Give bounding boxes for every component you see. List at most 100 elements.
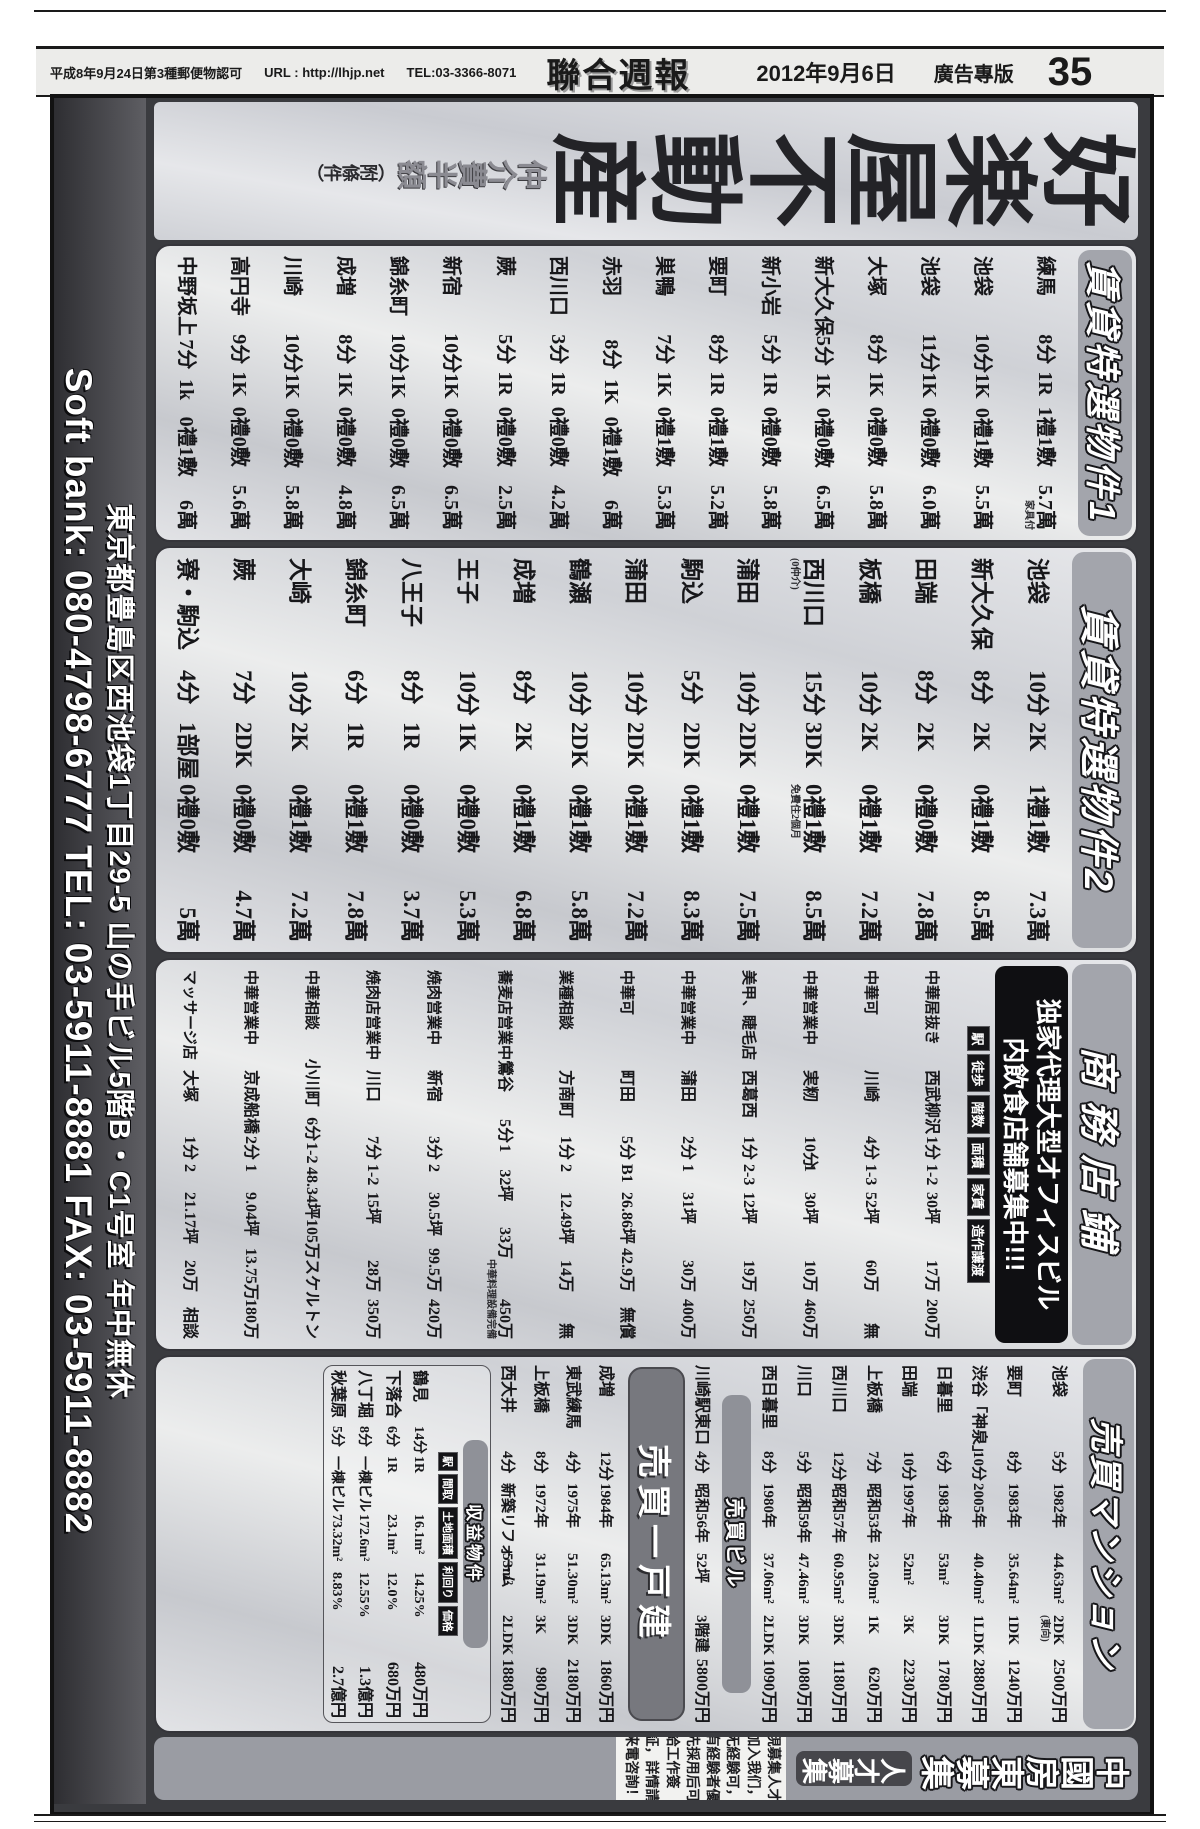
walk-time: 6分 (935, 1451, 952, 1474)
station: 秋葉原 (328, 1370, 346, 1419)
fees: 0禮0敷 (917, 407, 940, 468)
agency-address: 東京都豊島区西池袋1丁目29-5 山の手ビル5階B・C1号室 年中無休 (103, 503, 135, 1399)
fees: 0禮1敷 (970, 407, 993, 468)
rent: 7.5萬 (735, 890, 760, 942)
layout: 3DK (830, 1615, 847, 1645)
layout: 1K (455, 722, 480, 752)
area: 12坪 (740, 1192, 758, 1225)
built-year: 昭和57年 (830, 1483, 847, 1544)
business-type: 業種相談 (557, 970, 574, 1031)
layout: 3K (900, 1615, 917, 1635)
section-rental-2: 賃貸特選物件2 池袋 10分 2K 1禮1敷 7.3萬 新大久保 (154, 546, 1138, 954)
agency-name: 好楽屋不動産 (550, 117, 1138, 225)
land-area: 23.1m² (383, 1514, 399, 1555)
property-type: 一棟ビル (328, 1456, 344, 1512)
rent: 7.8萬 (913, 890, 938, 942)
agency-phones: Soft bank: 080-4798-6777 TEL: 03-5911-88… (58, 367, 99, 1535)
walk-time: 7分 (364, 1136, 382, 1161)
page-top-rule (34, 10, 1166, 12)
rent: 5.8萬 (864, 484, 887, 530)
monthly-rent: 99.5万 (425, 1248, 443, 1293)
ad-frame: 好楽屋不動産 仲介費半額 （附條件） 賃貸特選物件1 練馬 8分 1R 1禮1敷… (50, 94, 1154, 1816)
price: 1880万円 (499, 1658, 517, 1723)
rental-1-rows: 練馬 8分 1R 1禮1敷 5.7萬 家具付 池袋 10分 1K 0禮1敷 (162, 256, 1074, 530)
paper-tel: TEL:03-3366-8071 (406, 64, 517, 80)
walk-time: 7分 (231, 670, 256, 705)
page-bottom-rule-1 (34, 1814, 1166, 1816)
transfer-price: 無 (862, 1322, 880, 1339)
layout: 3K (531, 1615, 548, 1635)
land-area: 172.6m² (356, 1514, 372, 1562)
table-row: 新大久保 5分 1K 0禮0敷 6.5萬 (811, 256, 840, 530)
price: 1860万円 (596, 1658, 614, 1723)
rent: 6.5萬 (811, 485, 834, 531)
fees: 0禮0敷 (387, 407, 410, 468)
table-row: 中華可 町田 5分 B1 26.86坪 42.9万 無償 (618, 970, 642, 1339)
layout: 1K (387, 373, 410, 399)
fees: 0禮1敷 (511, 784, 536, 853)
walk-time: 5分 (493, 334, 516, 365)
table-row: 要町 8分 1983年 35.64m² 1DK 1240万円 (1005, 1365, 1029, 1723)
column-label: 土地面積 (438, 1507, 458, 1559)
table-row: 西日暮里 8分 1980年 37.06m² 2LDK 1090万円 (760, 1365, 784, 1723)
walk-time: 7分 (175, 339, 198, 370)
station: 田端 (900, 1365, 918, 1398)
section-rental-1: 賃貸特選物件1 練馬 8分 1R 1禮1敷 5.7萬 家具付 池袋 (154, 244, 1138, 542)
paper-url: URL : http://lhjp.net (264, 64, 385, 80)
rent: 4.2萬 (546, 484, 569, 530)
structure: 3階建 (693, 1615, 709, 1653)
station: 新大久保 (969, 558, 994, 650)
monthly-rent: 60万 (862, 1259, 880, 1292)
table-row: 鶴瀬 10分 2DK 0禮1敷 5.8萬 (565, 558, 599, 942)
table-row: 蕨 7分 2DK 0禮0敷 4.7萬 (229, 558, 263, 942)
fees: 0禮1敷 (652, 406, 675, 467)
built-year: 昭和56年 (693, 1483, 709, 1544)
table-row: 下落合 6分 1R 23.1m² 12.0% 680万円 (383, 1370, 407, 1718)
office-building-banner: 独家代理大型オフィスビル 内飲食店舗募集中!!! (995, 966, 1068, 1343)
station: 中野坂上 (175, 256, 198, 336)
table-row: 蕎麦店営業中 鶯谷 5分 1 32坪 33万 450万 中華料理設備完備 (486, 970, 520, 1339)
area: 53m² (935, 1553, 952, 1585)
ad-main-area: 好楽屋不動産 仲介費半額 （附條件） 賃貸特選物件1 練馬 8分 1R 1禮1敷… (150, 98, 1142, 1804)
station: 池袋 (970, 256, 993, 296)
fees: 0禮0敷 (913, 784, 938, 853)
walk-time: 6分 (343, 670, 368, 705)
transfer-price: 200万 (923, 1298, 941, 1339)
yield: 14.25% (411, 1572, 427, 1618)
column-label: 価格 (438, 1606, 458, 1636)
table-row: 練馬 8分 1R 1禮1敷 5.7萬 家具付 (1023, 256, 1062, 530)
fees: 0禮0敷 (811, 407, 834, 468)
fee-half-label: 仲介費半額 (398, 154, 548, 188)
walk-time: 5分 (758, 334, 781, 365)
table-row: 中華居抜き 西武柳沢 1分 1-2 30坪 17万 200万 (923, 970, 947, 1339)
rent: 6.5萬 (387, 484, 410, 530)
price: 2180万円 (564, 1658, 582, 1723)
price: 1080万円 (795, 1658, 813, 1723)
table-row: 王子 10分 1K 0禮0敷 5.3萬 (453, 558, 487, 942)
fees: 0禮1敷 (599, 416, 622, 477)
walk-time: 6分 (303, 1117, 321, 1142)
table-row: 錦糸町 10分 1K 0禮0敷 6.5萬 (386, 256, 415, 530)
station: 方南町 (557, 1070, 575, 1119)
station: 西川口 (0仲介) (789, 558, 826, 627)
station: 要町 (705, 256, 728, 296)
business-type: 蕎麦店営業中 (496, 970, 513, 1061)
table-row: 蕨 5分 1R 0禮0敷 2.5萬 (493, 256, 522, 530)
rent: 8.3萬 (679, 890, 704, 942)
station: 新宿 (440, 256, 463, 296)
table-row: 池袋 10分 2K 1禮1敷 7.3萬 (1023, 558, 1057, 942)
fees: 0禮1敷 (969, 784, 994, 853)
walk-time: 7分 (652, 334, 675, 365)
house-rows: 成増 12分 1984年 65.13m² 3DK 1860万円 東武練馬 4分 … (494, 1365, 624, 1723)
walk-time: 8分 (1005, 1451, 1022, 1474)
walk-time: 8分 (969, 670, 994, 705)
walk-time: 8分 (399, 670, 424, 705)
yield: 8.83% (328, 1572, 344, 1611)
walk-time: 8分 (356, 1426, 372, 1447)
walk-time: 10分 (455, 670, 480, 716)
station: 高円寺 (228, 256, 251, 316)
monthly-rent: 20万 (181, 1259, 199, 1292)
contact-strip: 東京都豊島区西池袋1丁目29-5 山の手ビル5階B・C1号室 年中無休 Soft… (54, 98, 146, 1804)
fees: 1禮1敷 (1025, 784, 1050, 853)
monthly-rent: 42.9万 (618, 1248, 636, 1293)
